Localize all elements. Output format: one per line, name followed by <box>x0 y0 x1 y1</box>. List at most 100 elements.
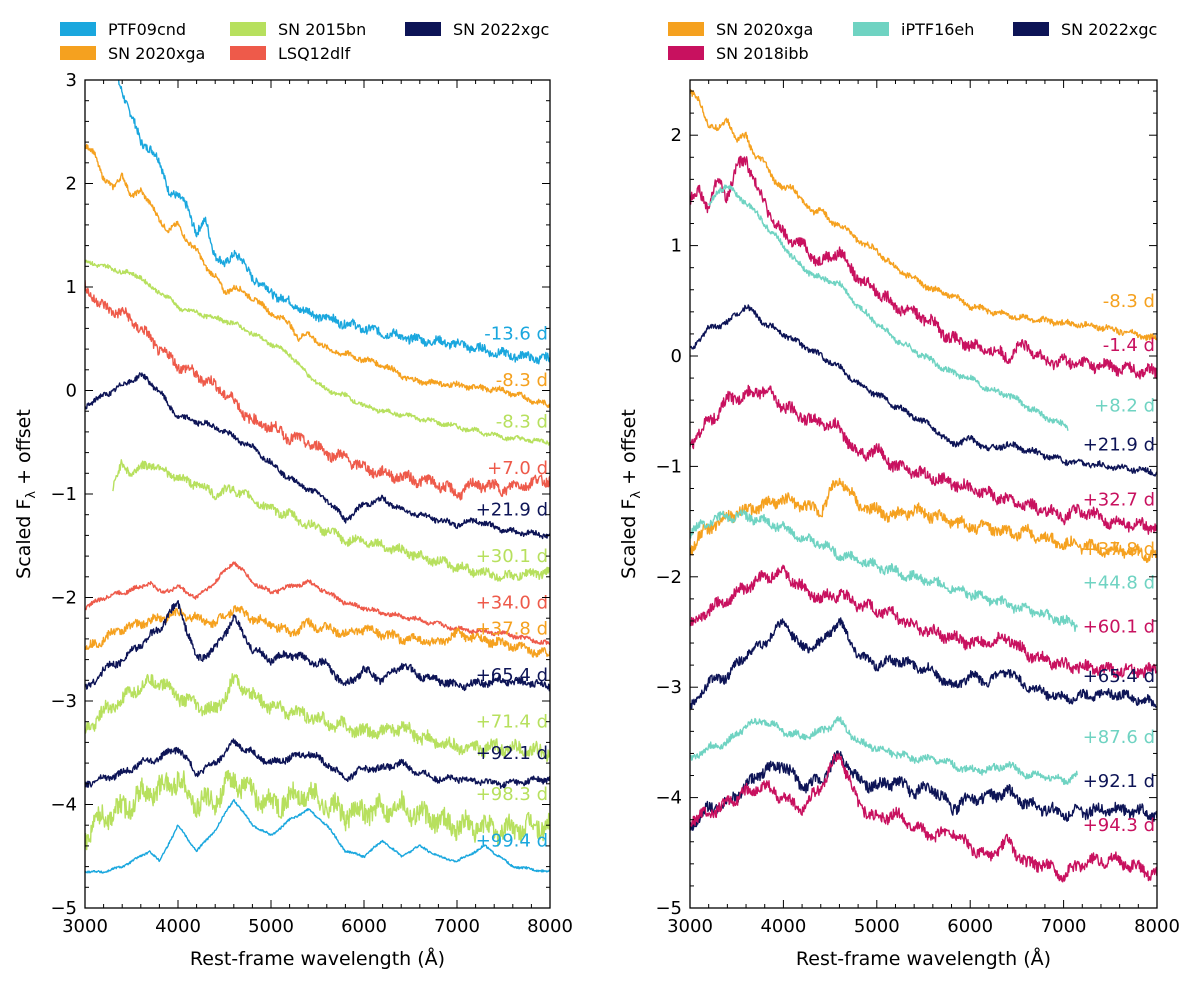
y-tick-label: −3 <box>50 691 77 712</box>
x-tick-label: 4000 <box>760 916 806 937</box>
spectrum-sn-2020xga-37-8-d <box>690 477 1157 563</box>
spectrum-sn-2022xgc-65-4-d <box>690 617 1157 711</box>
spectra-group <box>85 80 550 874</box>
spectrum-sn-2020xga-8-3-d <box>85 143 550 408</box>
legend-swatch-sn-2020xga <box>668 22 704 36</box>
spectrum-sn-2018ibb-94-3-d <box>690 752 1157 883</box>
phase-label: +21.9 d <box>1083 434 1155 455</box>
x-tick-label: 5000 <box>248 916 294 937</box>
y-axis-title-main: Scaled F <box>618 499 640 579</box>
plot-frame <box>689 79 1158 909</box>
legend-label: SN 2022xgc <box>453 20 549 39</box>
y-tick-label: −5 <box>50 898 77 919</box>
spectrum-iptf16eh-8-2-d <box>708 184 1069 431</box>
phase-label: +8.2 d <box>1094 396 1155 417</box>
x-tick-label: 4000 <box>155 916 201 937</box>
y-axis-title-main: Scaled F <box>13 499 35 579</box>
y-tick-label: 3 <box>66 70 77 91</box>
y-axis-title-rest: + offset <box>618 409 640 491</box>
legend-label: iPTF16eh <box>901 20 974 39</box>
y-tick-label: 2 <box>671 125 682 146</box>
spectrum-sn-2022xgc-21-9-d <box>85 372 550 540</box>
phase-label: +65.4 d <box>476 665 548 686</box>
legend-swatch-sn-2022xgc <box>405 22 441 36</box>
phase-label: -1.4 d <box>1103 335 1155 356</box>
x-tick-label: 6000 <box>947 916 993 937</box>
x-tick-label: 8000 <box>527 916 573 937</box>
legend-label: SN 2015bn <box>278 20 366 39</box>
spectrum-iptf16eh-44-8-d <box>690 509 1078 632</box>
y-tick-label: 0 <box>671 346 682 367</box>
spectrum-sn-2022xgc-92-1-d <box>690 750 1157 831</box>
legend-label: SN 2020xga <box>108 44 205 63</box>
spectrum-sn-2018ibb-60-1-d <box>690 564 1157 679</box>
x-tick-label: 8000 <box>1134 916 1180 937</box>
legend-label: LSQ12dlf <box>278 44 351 63</box>
legend-swatch-sn-2018ibb <box>668 46 704 60</box>
y-axis-title-rest: + offset <box>13 409 35 491</box>
spectrum-sn-2020xga-8-3-d <box>690 88 1157 341</box>
phase-label: +37.8 d <box>1083 539 1155 560</box>
y-tick-label: −4 <box>50 795 77 816</box>
phase-label: +60.1 d <box>1083 616 1155 637</box>
panel-left-chart: -13.6 d -8.3 d -8.3 d +7.0 d +21.9 d +30.1 d +… <box>13 70 573 970</box>
spectrum-ptf09cnd-13-6-d <box>117 80 550 365</box>
spectrum-sn-2022xgc-65-4-d <box>85 600 550 692</box>
legend-label: SN 2020xga <box>716 20 813 39</box>
spectrum-sn-2015bn-8-3-d <box>85 259 550 446</box>
y-tick-label: −1 <box>50 484 77 505</box>
spectra-group <box>690 88 1157 883</box>
spectrum-sn-2020xga-37-8-d <box>85 605 550 658</box>
phase-label: -8.3 d <box>1103 291 1155 312</box>
phase-label: +99.4 d <box>476 831 548 852</box>
y-axis-title: Scaled Fλ + offset <box>618 409 644 579</box>
spectrum-sn-2015bn-30-1-d <box>112 459 550 582</box>
legend-swatch-iptf16eh <box>853 22 889 36</box>
legend-label: SN 2022xgc <box>1061 20 1157 39</box>
spectrum-sn-2015bn-71-4-d <box>85 673 550 763</box>
legend-left: PTF09cnd SN 2020xga SN 2015bn LSQ12dlf SN 20… <box>60 20 549 63</box>
phase-label: +94.3 d <box>1083 815 1155 836</box>
y-axis-title-sub: λ <box>629 491 644 499</box>
y-axis-title-sub: λ <box>24 491 39 499</box>
phase-label: -8.3 d <box>496 412 548 433</box>
legend-swatch-ptf09cnd <box>60 22 96 36</box>
x-tick-label: 5000 <box>854 916 900 937</box>
y-tick-label: 2 <box>66 174 77 195</box>
x-tick-label: 7000 <box>434 916 480 937</box>
phase-label: +87.6 d <box>1083 727 1155 748</box>
y-tick-label: 1 <box>66 277 77 298</box>
phase-label: +92.1 d <box>1083 771 1155 792</box>
y-tick-label: 0 <box>66 381 77 402</box>
spectrum-lsq12dlf-34-0-d <box>85 561 550 645</box>
phase-label: +92.1 d <box>476 743 548 764</box>
phase-label: +65.4 d <box>1083 666 1155 687</box>
y-tick-label: −4 <box>655 788 682 809</box>
x-tick-label: 3000 <box>62 916 108 937</box>
legend-swatch-lsq12dlf <box>230 46 266 60</box>
x-axis-title: Rest-frame wavelength (Å) <box>796 947 1051 970</box>
legend-right: SN 2020xga iPTF16eh SN 2022xgc SN 2018ibb <box>668 20 1157 63</box>
y-tick-label: −2 <box>50 588 77 609</box>
x-tick-label: 6000 <box>341 916 387 937</box>
spectrum-lsq12dlf-7-0-d <box>85 280 550 501</box>
spectrum-sn-2018ibb-32-7-d <box>690 384 1157 535</box>
phase-label: +34.0 d <box>476 593 548 614</box>
y-tick-label: 1 <box>671 236 682 257</box>
phase-label: +30.1 d <box>476 546 548 567</box>
x-tick-label: 3000 <box>667 916 713 937</box>
y-tick-label: −3 <box>655 677 682 698</box>
phase-label: -13.6 d <box>484 324 548 345</box>
y-axis-title: Scaled Fλ + offset <box>13 409 39 579</box>
phase-label: -8.3 d <box>496 370 548 391</box>
phase-label: +44.8 d <box>1083 572 1155 593</box>
spectrum-ptf09cnd-99-4-d <box>85 798 550 874</box>
legend-label: PTF09cnd <box>108 20 186 39</box>
legend-swatch-sn-2020xga <box>60 46 96 60</box>
x-axis-title: Rest-frame wavelength (Å) <box>190 947 445 970</box>
phase-label: +7.0 d <box>487 458 548 479</box>
spectrum-sn-2015bn-98-3-d <box>85 769 550 851</box>
legend-swatch-sn-2022xgc <box>1013 22 1049 36</box>
spectrum-sn-2022xgc-92-1-d <box>85 738 550 789</box>
x-tick-label: 7000 <box>1041 916 1087 937</box>
